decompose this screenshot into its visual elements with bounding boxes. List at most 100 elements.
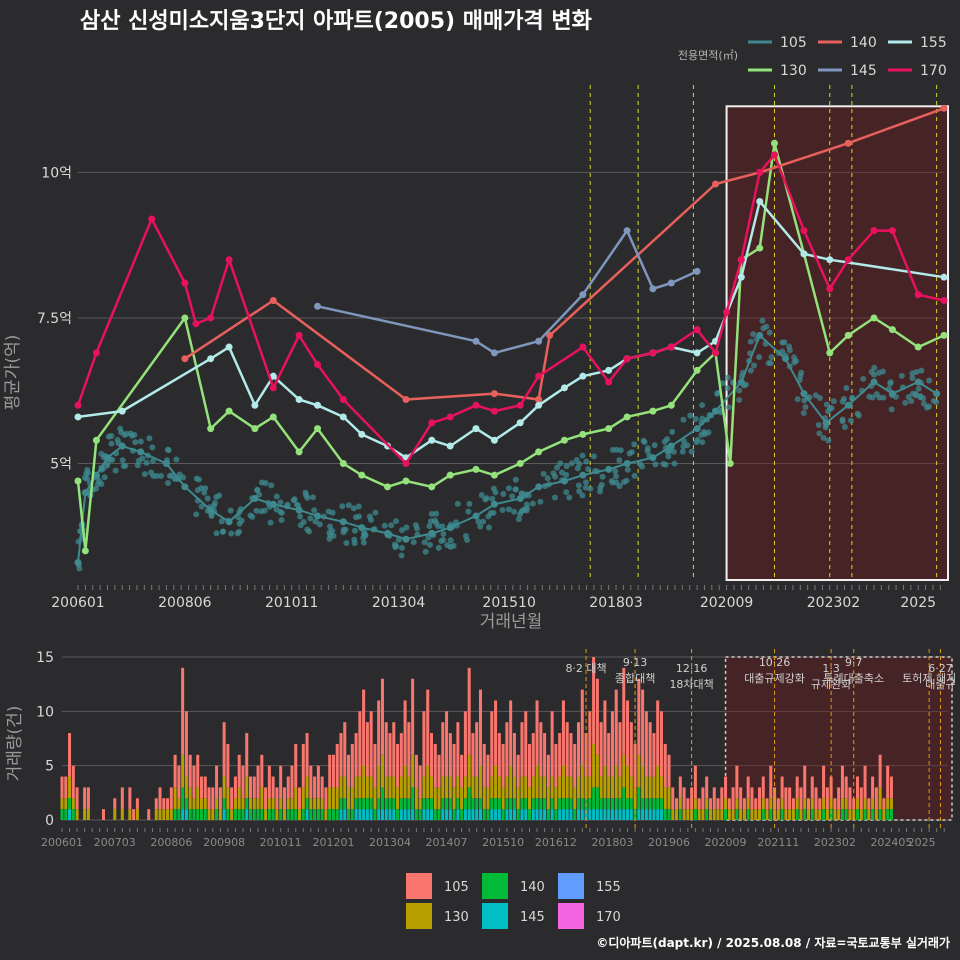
- volume-bar-segment: [667, 754, 671, 788]
- volume-bar-segment: [362, 809, 366, 820]
- point-105: [412, 522, 419, 529]
- point-140: [402, 395, 410, 403]
- volume-bar-segment: [546, 809, 550, 820]
- volume-bar-segment: [384, 722, 388, 777]
- point-105: [529, 500, 536, 507]
- volume-bar-segment: [418, 798, 422, 810]
- point-170: [844, 256, 852, 264]
- volume-bar-segment: [252, 798, 256, 810]
- point-105: [251, 494, 259, 502]
- volume-bar-segment: [682, 809, 686, 820]
- point-105: [616, 457, 623, 464]
- volume-bar-segment: [407, 809, 411, 820]
- volume-bar-segment: [441, 809, 445, 820]
- volume-bar-segment: [335, 743, 339, 788]
- volume-bar-segment: [765, 798, 769, 810]
- volume-bar-segment: [610, 798, 614, 810]
- vol-x-tick-label: 201011: [260, 836, 302, 849]
- volume-bar-segment: [765, 809, 769, 820]
- volume-bar-segment: [780, 776, 784, 799]
- volume-bar-segment: [629, 798, 633, 810]
- volume-bar-segment: [535, 765, 539, 799]
- point-105: [871, 364, 878, 371]
- volume-bar-segment: [573, 809, 577, 820]
- volume-bar-segment: [592, 743, 596, 788]
- volume-bar-segment: [512, 733, 516, 777]
- point-105: [81, 489, 89, 497]
- volume-bar-segment: [264, 809, 268, 820]
- volume-bar-segment: [298, 787, 302, 810]
- point-170: [667, 343, 675, 351]
- vol-legend-swatch: [406, 903, 432, 929]
- volume-bar-segment: [803, 765, 807, 799]
- volume-bar-segment: [663, 809, 667, 820]
- legend-item-130: 130: [748, 63, 807, 79]
- point-105: [104, 460, 111, 467]
- volume-bar-segment: [626, 700, 630, 766]
- point-105: [620, 479, 627, 486]
- point-105: [537, 498, 544, 505]
- policy-label: 대출규제강화: [744, 672, 805, 685]
- volume-bar-segment: [577, 798, 581, 810]
- point-130: [81, 547, 89, 555]
- volume-bar-segment: [411, 809, 415, 820]
- point-105: [422, 548, 429, 555]
- point-105: [612, 473, 619, 480]
- volume-bar-segment: [501, 809, 505, 820]
- vol-x-tick-label: 202111: [757, 836, 799, 849]
- volume-bar-segment: [501, 787, 505, 810]
- volume-bar-segment: [245, 809, 249, 820]
- volume-bar-segment: [313, 809, 317, 820]
- volume-bar-segment: [203, 776, 207, 799]
- volume-bar-segment: [222, 776, 226, 799]
- point-105: [641, 439, 648, 446]
- volume-bar-segment: [388, 776, 392, 799]
- volume-bar-segment: [286, 776, 290, 799]
- volume-bar-segment: [256, 765, 260, 799]
- volume-bar-segment: [339, 798, 343, 810]
- volume-bar-segment: [814, 787, 818, 810]
- point-105: [139, 455, 146, 462]
- vol-legend-item-155: 155: [558, 873, 621, 899]
- volume-bar-segment: [607, 733, 611, 777]
- point-155: [472, 425, 480, 433]
- volume-bar-segment: [471, 776, 475, 799]
- legend-label: 105: [780, 35, 807, 51]
- volume-bar-segment: [313, 798, 317, 810]
- point-105: [665, 453, 672, 460]
- point-105: [74, 559, 82, 567]
- volume-bar-segment: [365, 809, 369, 820]
- point-105: [398, 527, 405, 534]
- volume-bar-segment: [471, 809, 475, 820]
- volume-bar-segment: [659, 798, 663, 810]
- point-170: [428, 419, 436, 427]
- volume-bar-segment: [463, 809, 467, 820]
- point-105: [402, 535, 410, 543]
- volume-bar-segment: [697, 798, 701, 810]
- point-105: [540, 470, 547, 477]
- volume-bar-segment: [626, 798, 630, 810]
- volume-bar-segment: [524, 809, 528, 820]
- volume-bar-segment: [558, 798, 562, 810]
- volume-bar-segment: [290, 809, 294, 820]
- volume-bar-segment: [561, 700, 565, 766]
- point-105: [597, 488, 604, 495]
- volume-bar-segment: [637, 754, 641, 788]
- volume-bar-segment: [750, 787, 754, 810]
- point-170: [339, 395, 347, 403]
- point-105: [466, 500, 473, 507]
- volume-bar-segment: [181, 667, 185, 755]
- volume-bar-segment: [309, 809, 313, 820]
- volume-bar-segment: [531, 809, 535, 820]
- volume-bar-segment: [377, 700, 381, 766]
- vol-legend-label: 140: [520, 880, 545, 895]
- volume-bar-segment: [539, 798, 543, 810]
- vol-x-tick-label: 201906: [648, 836, 690, 849]
- point-130: [888, 326, 896, 334]
- point-140: [269, 296, 277, 304]
- volume-bar-segment: [739, 809, 743, 820]
- point-105: [225, 518, 233, 526]
- volume-bar-segment: [475, 798, 479, 810]
- volume-bar-segment: [750, 809, 754, 820]
- volume-bar-segment: [599, 798, 603, 810]
